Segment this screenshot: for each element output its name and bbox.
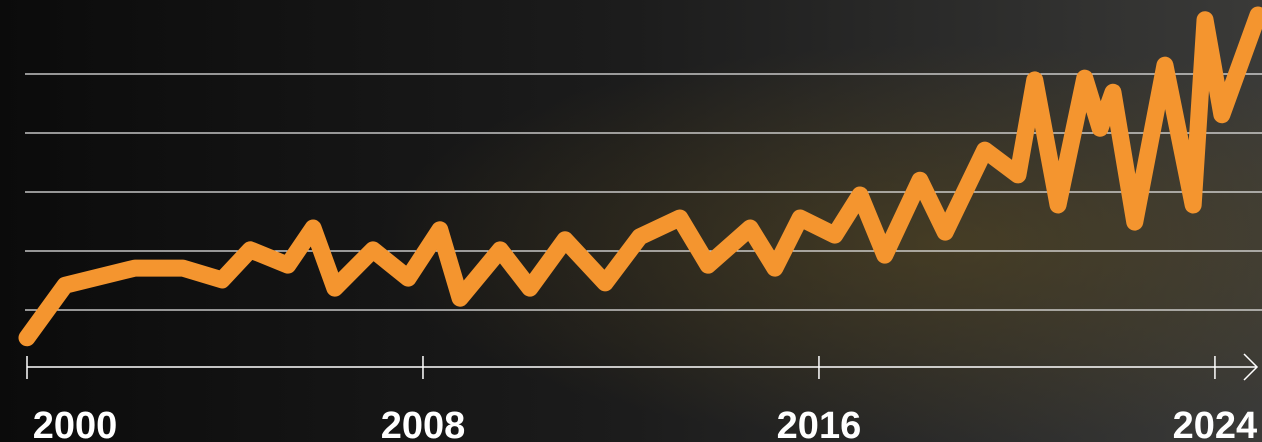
x-tick-label: 2000	[33, 405, 118, 442]
background-glow	[0, 0, 1262, 442]
x-tick-label: 2024	[1173, 405, 1258, 442]
chart: 2000 2008 2016 2024	[0, 0, 1262, 442]
x-tick-label: 2008	[381, 405, 466, 442]
x-tick-label: 2016	[777, 405, 862, 442]
